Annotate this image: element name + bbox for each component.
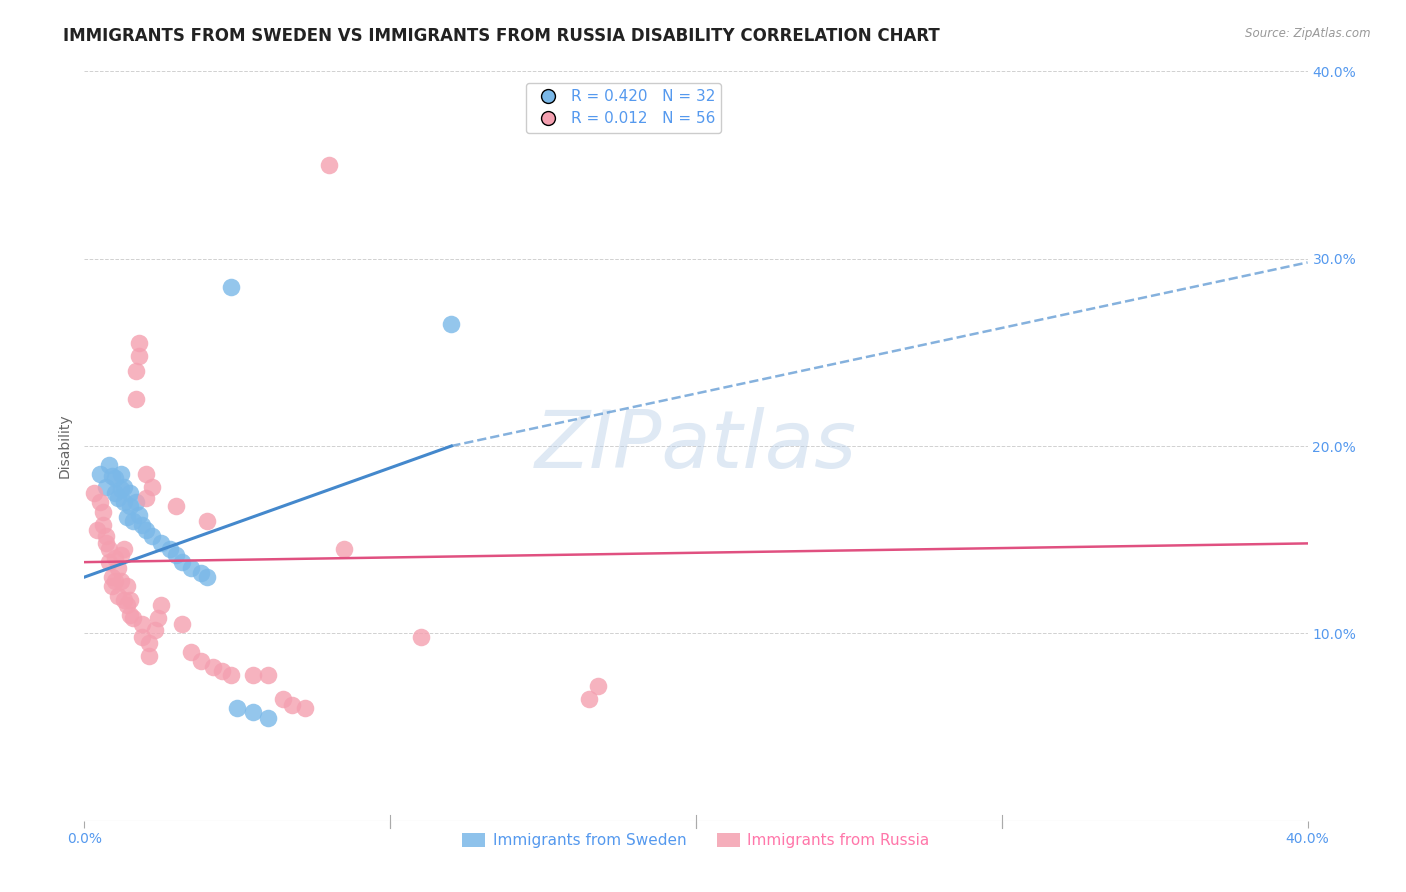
Point [94,529,117,543]
Point [104,486,127,500]
Point [257,710,280,724]
Point [115,580,138,594]
Point [440,318,463,332]
Point [172,555,194,569]
Point [107,589,129,603]
Point [578,692,600,706]
Point [190,655,212,669]
Point [149,536,172,550]
Point [112,480,135,494]
Point [101,469,124,483]
Point [195,514,218,528]
Point [107,491,129,506]
Point [128,336,150,351]
Point [120,592,142,607]
Point [138,635,160,649]
Point [122,514,145,528]
Point [112,592,135,607]
Point [128,349,150,363]
Point [89,495,111,509]
Point [115,510,138,524]
Point [165,548,187,562]
Point [131,617,153,632]
Point [219,667,242,681]
Point [242,705,264,719]
Point [128,508,150,523]
Point [318,158,340,172]
Text: Source: ZipAtlas.com: Source: ZipAtlas.com [1246,27,1371,40]
Point [131,630,153,644]
Point [91,517,114,532]
Legend: Immigrants from Sweden, Immigrants from Russia: Immigrants from Sweden, Immigrants from … [456,827,936,855]
Point [104,551,127,566]
Text: IMMIGRANTS FROM SWEDEN VS IMMIGRANTS FROM RUSSIA DISABILITY CORRELATION CHART: IMMIGRANTS FROM SWEDEN VS IMMIGRANTS FRO… [63,27,941,45]
Point [125,364,148,378]
Point [159,542,181,557]
Point [141,529,163,543]
Point [104,471,127,485]
Point [409,630,432,644]
Point [131,517,153,532]
Point [104,574,127,588]
Point [120,499,142,513]
Point [112,495,135,509]
Point [120,607,142,622]
Point [135,491,157,506]
Point [107,561,129,575]
Point [125,495,148,509]
Point [110,482,132,496]
Point [86,524,108,538]
Point [138,648,160,663]
Point [180,645,202,659]
Point [110,548,132,562]
Point [94,480,117,494]
Y-axis label: Disability: Disability [58,414,72,478]
Point [190,566,212,581]
Point [110,574,132,588]
Point [586,679,609,693]
Point [94,536,117,550]
Point [146,611,169,625]
Point [97,458,120,472]
Point [180,561,202,575]
Point [125,392,148,407]
Point [333,542,356,557]
Point [101,570,124,584]
Point [219,280,242,294]
Point [97,542,120,557]
Point [165,499,187,513]
Point [271,692,294,706]
Point [135,524,157,538]
Point [83,486,105,500]
Point [110,467,132,482]
Point [211,664,233,678]
Point [226,701,249,715]
Point [149,599,172,613]
Point [115,599,138,613]
Point [112,542,135,557]
Point [143,623,166,637]
Point [101,580,124,594]
Point [172,617,194,632]
Point [97,555,120,569]
Point [120,486,142,500]
Point [281,698,304,712]
Point [195,570,218,584]
Point [122,611,145,625]
Point [201,660,224,674]
Text: ZIPatlas: ZIPatlas [534,407,858,485]
Point [294,701,316,715]
Point [91,505,114,519]
Point [257,667,280,681]
Point [89,467,111,482]
Point [141,480,163,494]
Point [135,467,157,482]
Point [242,667,264,681]
